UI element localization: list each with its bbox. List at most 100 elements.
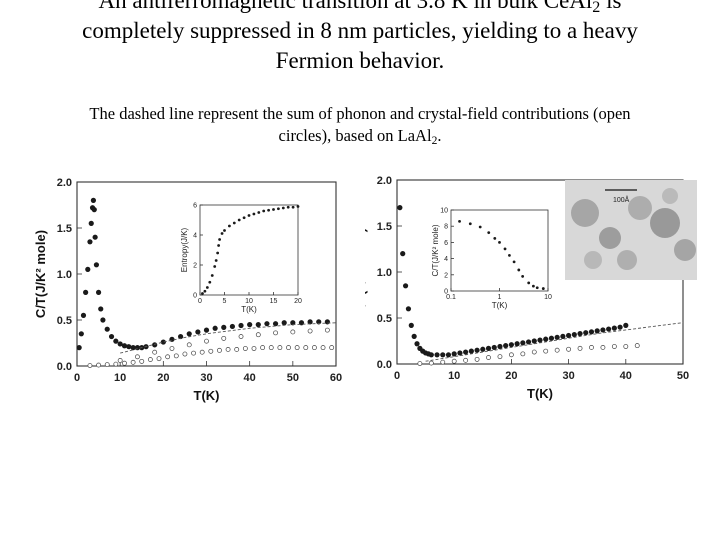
left-open-point <box>191 350 196 356</box>
right-filled-point <box>560 333 566 339</box>
right-filled-point <box>588 329 595 335</box>
right-inset-filled-point <box>512 260 516 264</box>
left-filled-point <box>108 333 115 340</box>
left-open-point <box>273 330 278 336</box>
left-inset-y-axis-label: Entropy(J/K) <box>180 227 189 272</box>
right-inset-filled-point <box>541 287 545 290</box>
nanoparticle-blob <box>617 250 637 270</box>
right-filled-point <box>508 342 514 348</box>
right-inset-filled-point <box>535 286 539 290</box>
right-x-tick-label: 40 <box>620 370 632 382</box>
right-filled-point <box>543 336 549 342</box>
left-open-point <box>165 354 171 360</box>
left-inset-filled-point <box>242 216 246 220</box>
right-inset-y-tick-label: 0 <box>444 289 448 296</box>
right-filled-point <box>397 205 403 211</box>
left-inset-y-tick-label: 4 <box>193 233 197 240</box>
right-open-point <box>417 361 423 366</box>
left-open-point <box>217 347 222 353</box>
left-inset-x-axis-label: T(K) <box>241 305 257 314</box>
right-filled-point <box>611 325 617 331</box>
left-inset-filled-point <box>262 209 266 213</box>
note-line-1: The dashed line represent the sum of pho… <box>89 104 631 123</box>
title-line-1: An antiferromagnetic transition at 3.8 K… <box>98 0 622 17</box>
nanoparticle-blob <box>650 208 680 238</box>
left-filled-point <box>92 234 98 240</box>
right-filled-point <box>445 352 452 358</box>
right-open-point <box>463 357 469 363</box>
right-y-tick-label: 1.5 <box>377 221 392 233</box>
right-open-point <box>566 346 572 352</box>
left-filled-point <box>83 289 89 295</box>
right-inset-filled-point <box>503 247 507 251</box>
left-open-point <box>130 359 136 365</box>
left-filled-point <box>203 327 210 333</box>
left-inset-x-tick-label: 0 <box>198 298 202 305</box>
left-y-tick-label: 1.0 <box>57 269 72 281</box>
nanoparticle-blob <box>599 227 621 249</box>
left-filled-point <box>324 319 330 325</box>
left-inset-filled-point <box>223 229 226 232</box>
left-inset-x-tick-label: 15 <box>270 298 278 305</box>
left-inset-filled-point <box>291 205 295 209</box>
left-dashed-line <box>120 322 337 354</box>
left-filled-point <box>113 338 119 344</box>
right-dashed-line <box>425 322 684 362</box>
left-open-point <box>139 358 145 364</box>
right-inset-x-tick-label: 0.1 <box>446 294 456 301</box>
right-inset-filled-point <box>478 225 482 229</box>
right-inset-frame <box>450 209 549 292</box>
right-inset-y-tick-label: 6 <box>444 240 448 247</box>
caption-note: The dashed line represent the sum of pho… <box>40 103 680 147</box>
right-filled-point <box>411 333 417 339</box>
bulk-specific-heat-chart: 0 10 20 30 40 50 600.00.51.01.52.0T(K)C/T(J/K²… <box>33 177 342 403</box>
left-filled-point <box>195 329 201 335</box>
right-filled-point <box>414 341 420 347</box>
right-y-axis-label: C/T(J/K² mole) <box>365 228 368 316</box>
right-inset-y-tick-label: 8 <box>444 224 448 231</box>
right-filled-point <box>525 339 532 345</box>
right-filled-point <box>617 324 623 330</box>
left-filled-point <box>264 321 270 327</box>
right-filled-point <box>428 352 434 358</box>
left-inset-filled-point <box>247 214 251 217</box>
left-inset-filled-point <box>232 221 236 225</box>
right-open-point <box>486 355 491 360</box>
right-inset-filled-point <box>521 275 525 278</box>
left-x-axis-label: T(K) <box>194 388 220 403</box>
right-filled-point <box>606 326 612 332</box>
left-filled-point <box>93 262 100 268</box>
right-open-point <box>543 348 549 354</box>
left-open-point <box>122 360 127 366</box>
left-inset-filled-point <box>210 274 214 277</box>
left-filled-point <box>126 344 132 350</box>
right-filled-point <box>531 338 537 344</box>
left-filled-point <box>78 331 84 337</box>
right-filled-point <box>514 341 520 347</box>
left-inset-filled-point <box>214 259 218 262</box>
right-open-point <box>440 359 446 365</box>
right-x-tick-label: 0 <box>394 370 400 382</box>
left-inset-y-tick-label: 0 <box>193 293 197 300</box>
left-inset-filled-point <box>257 211 261 214</box>
right-filled-point <box>480 346 486 352</box>
right-x-tick-label: 20 <box>505 370 517 382</box>
micrograph-scale-label: 100Å <box>613 195 630 204</box>
left-inset-filled-point <box>220 232 224 235</box>
left-inset-filled-point <box>267 208 270 212</box>
right-open-point <box>554 347 560 353</box>
left-inset-filled-point <box>216 251 220 255</box>
left-inset-y-tick-label: 6 <box>193 203 197 210</box>
right-filled-point <box>485 345 492 351</box>
left-filled-point <box>212 325 218 331</box>
right-x-axis-label: T(K) <box>527 386 553 401</box>
right-filled-point <box>468 348 474 354</box>
right-y-tick-label: 0.5 <box>377 313 392 325</box>
left-filled-point <box>247 322 253 328</box>
left-filled-point <box>307 319 313 325</box>
left-open-point <box>329 345 335 351</box>
left-filled-point <box>80 312 87 318</box>
right-open-point <box>451 358 457 364</box>
left-x-tick-label: 60 <box>330 372 342 384</box>
left-inset-frame <box>199 204 299 296</box>
